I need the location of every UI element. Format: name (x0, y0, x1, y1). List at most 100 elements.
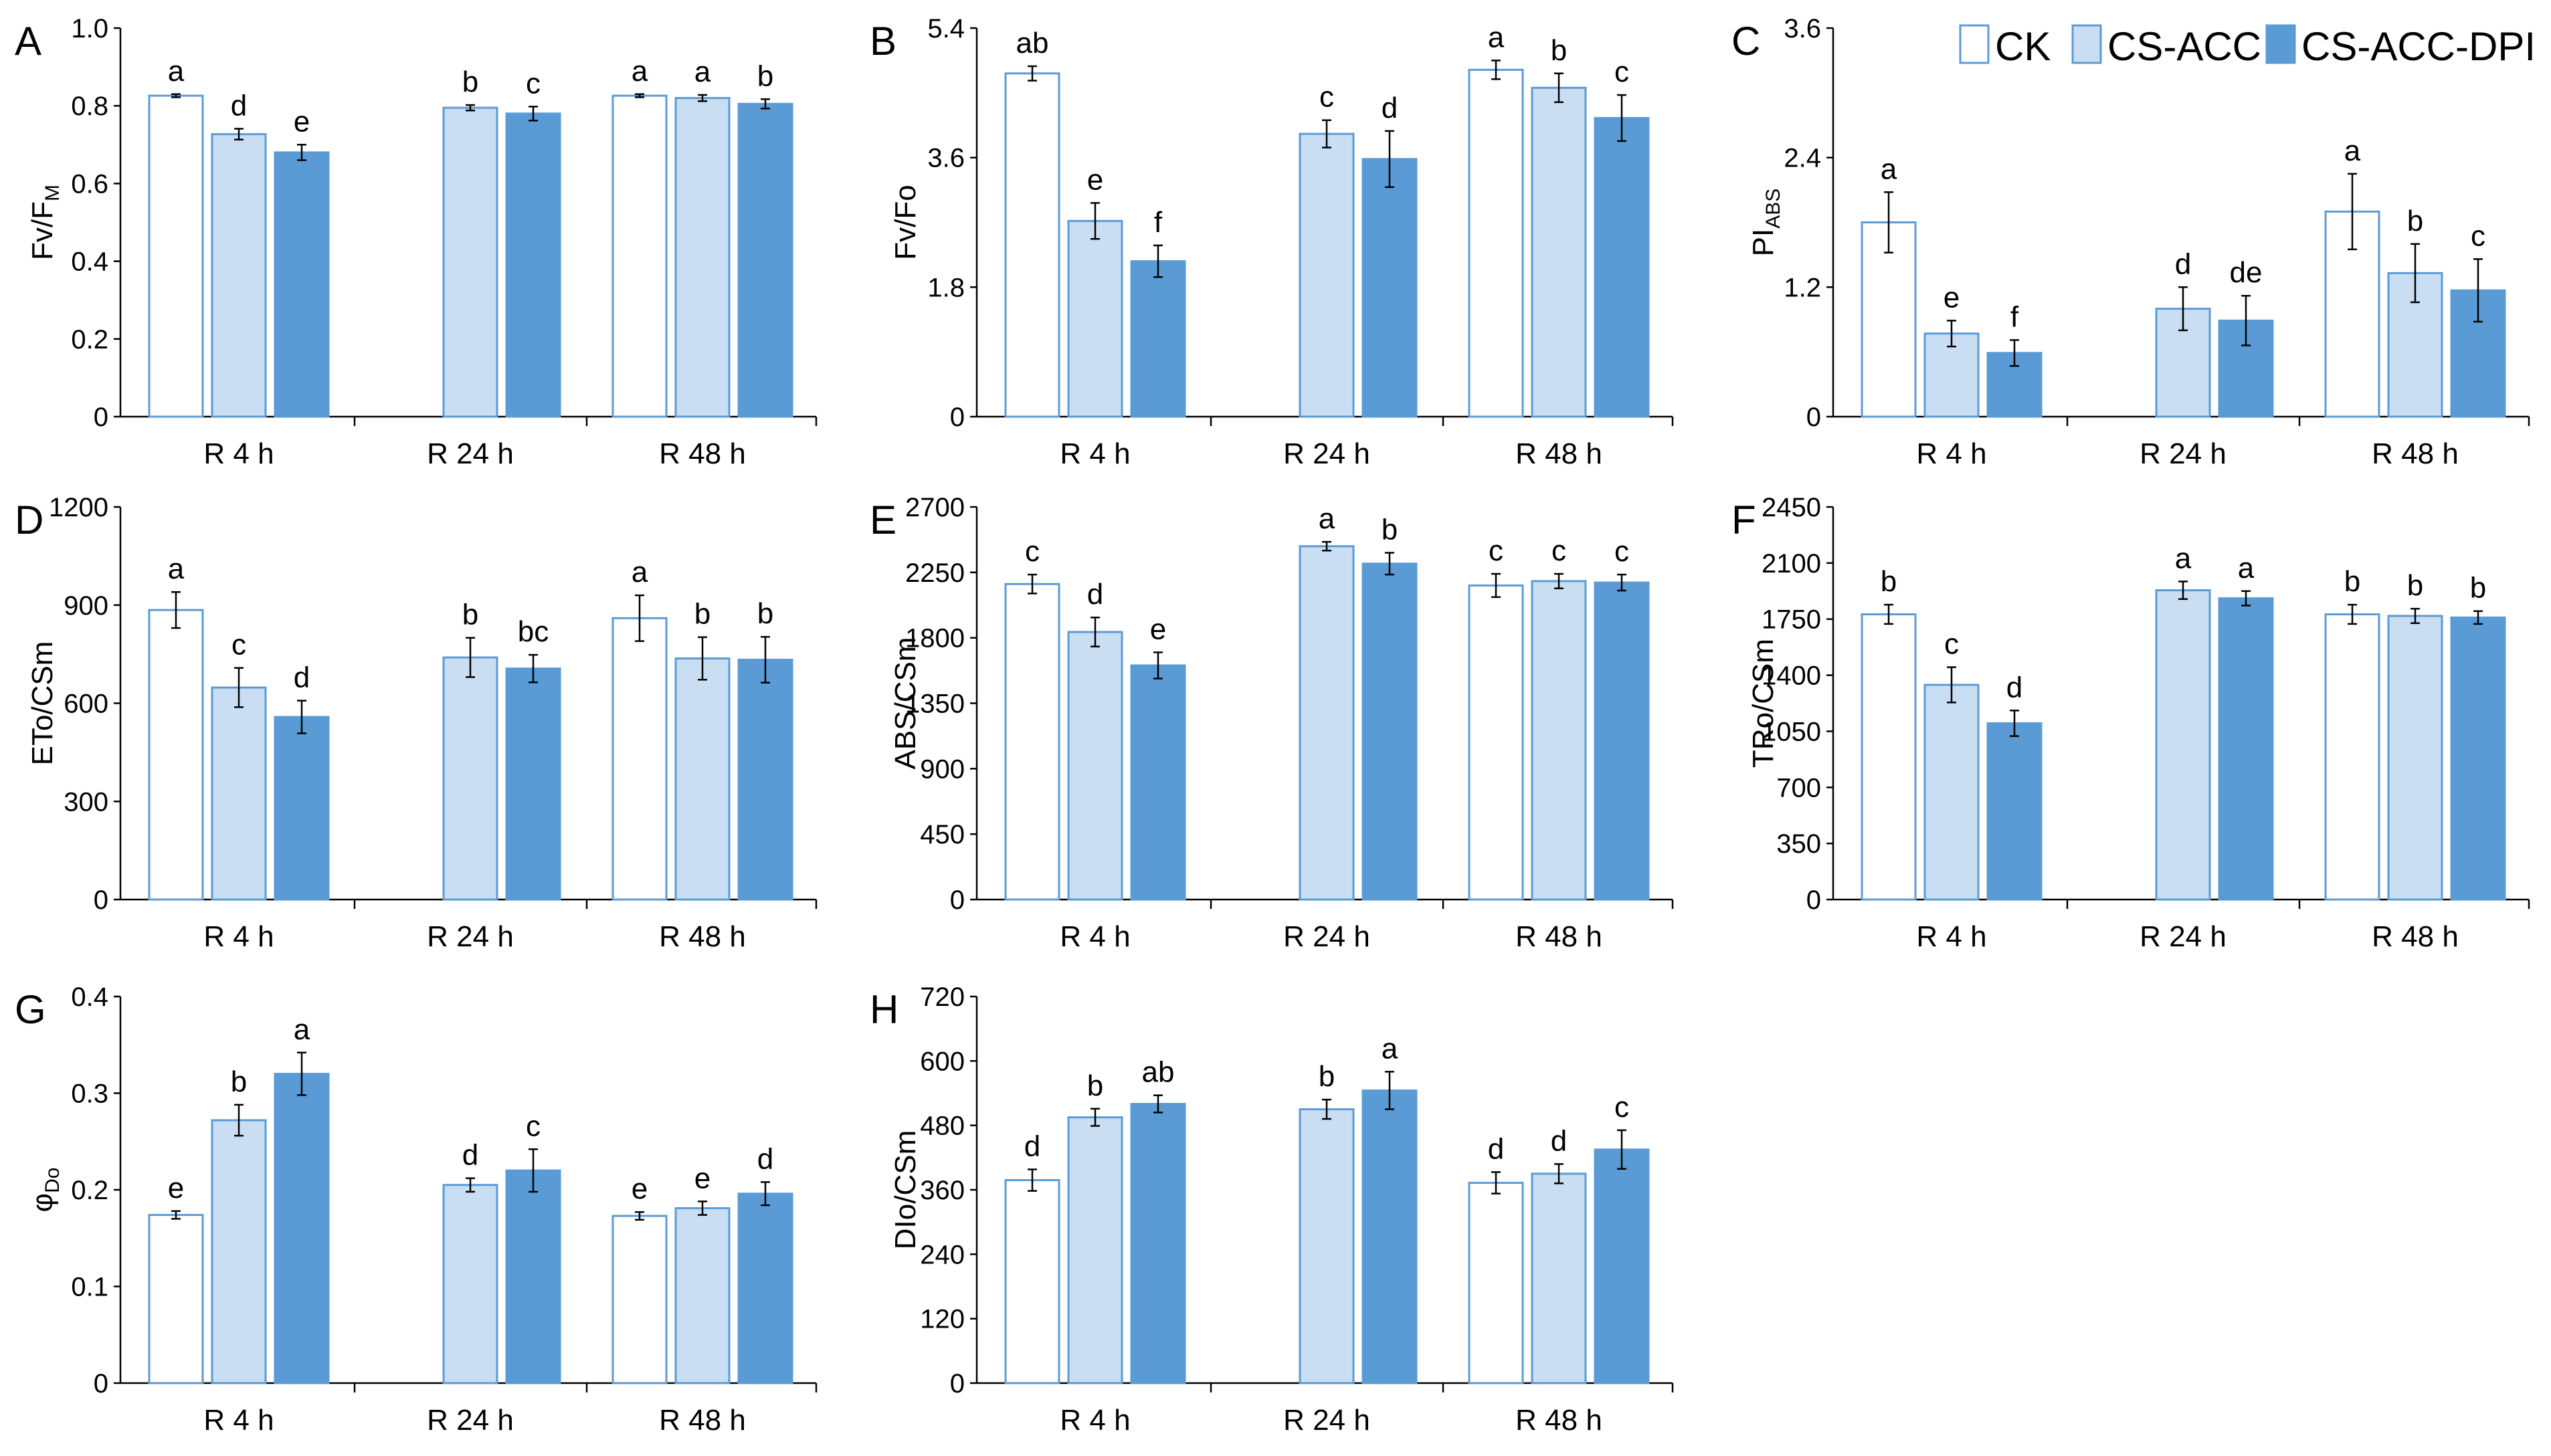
panel-a-y-tick-label: 0 (94, 403, 108, 432)
panel-e-bar-cs-acc-dpi (1361, 562, 1418, 901)
panel-g-error-bar (761, 1181, 770, 1207)
panel-g-bar-cs-acc (211, 1119, 267, 1384)
panel-h-bar-cs-acc (1299, 1108, 1355, 1384)
panel-e-category-label: R 48 h (1515, 920, 1602, 953)
panel-h-error-bar (1322, 1098, 1331, 1120)
panel-f-y-tick-label: 0 (1806, 886, 1821, 915)
panel-d-y-axis-title: ETo/CSm (26, 641, 59, 766)
panel-f-letter: F (1731, 498, 1756, 542)
panel-e-y-tick-label: 900 (920, 754, 965, 784)
panel-a-error-bar (297, 144, 306, 161)
panel-g-significance-letter: e (694, 1162, 711, 1194)
panel-b-significance-letter: c (1319, 81, 1334, 114)
panel-b-bar-cs-acc (1299, 132, 1355, 418)
panel-b-significance-letter: a (1488, 21, 1505, 54)
panel-f-bar-ck (1861, 613, 1917, 901)
panel-g-category-label: R 48 h (659, 1404, 746, 1437)
panel-d-y-tick-label: 1200 (49, 493, 108, 522)
panel-g-significance-letter: d (757, 1142, 773, 1175)
panel-d-significance-letter: b (757, 597, 773, 630)
panel-e-significance-letter: c (1489, 534, 1503, 567)
panel-b-category-label: R 4 h (1060, 437, 1130, 470)
legend-label-cs-acc: CS-ACC (2107, 24, 2261, 69)
panel-b-significance-letter: ab (1016, 27, 1049, 60)
panel-f-error-bar (1884, 603, 1893, 625)
panel-h-y-tick-label: 240 (920, 1240, 965, 1269)
panel-a-error-bar (635, 93, 644, 98)
panel-f-category-label: R 24 h (2140, 920, 2227, 953)
panel-e-bar-ck (1468, 584, 1524, 901)
panel-c-error-bar (2411, 243, 2420, 304)
panel-e-significance-letter: c (1025, 535, 1040, 568)
panel-a-significance-letter: c (526, 67, 541, 100)
panel-g-y-tick-label: 0.3 (71, 1079, 108, 1109)
panel-d-y-tick-label: 900 (64, 591, 108, 621)
panel-b-bar-cs-acc-dpi (1361, 158, 1418, 418)
panel-f-category-label: R 48 h (2372, 920, 2459, 953)
panel-e-error-bar (1385, 552, 1394, 576)
panel-e-y-tick-label: 1350 (905, 690, 965, 719)
panel-e-error-bar (1554, 573, 1564, 589)
panel-a-letter: A (15, 19, 41, 64)
panel-h-bar-ck (1468, 1182, 1524, 1384)
panel-h-y-axis-title: DIo/CSm (889, 1130, 922, 1249)
panel-c-significance-letter: de (2230, 256, 2263, 289)
panel-a-error-bar (466, 104, 475, 112)
panel-b-y-tick-label: 0 (950, 403, 965, 432)
legend: CK CS-ACC CS-ACC-DPI (1959, 24, 2536, 69)
panel-h-significance-letter: b (1319, 1060, 1335, 1093)
panel-d-bar-cs-acc-dpi (737, 658, 793, 901)
panel-e-error-bar (1153, 651, 1163, 680)
panel-d-bar-cs-acc (442, 656, 498, 901)
panel-h-significance-letter: b (1087, 1069, 1103, 1102)
panel-g-error-bar (698, 1201, 707, 1216)
panel-f-y-axis-title: TRo/CSm (1747, 639, 1780, 768)
panel-a-bar-cs-acc-dpi (274, 151, 330, 418)
panel-b-y-tick-label: 5.4 (927, 14, 965, 43)
panel-f-bar-cs-acc (1923, 684, 1980, 901)
panel-d-error-bar (698, 636, 707, 681)
panel-e-error-bar (1322, 540, 1331, 552)
panel-a-significance-letter: b (757, 60, 773, 92)
panel-h-bar-cs-acc-dpi (1361, 1089, 1418, 1384)
panel-b-error-bar (1153, 244, 1163, 278)
panel-e-bar-cs-acc-dpi (1594, 581, 1650, 901)
panel-b-bar-cs-acc-dpi (1130, 260, 1186, 418)
panel-h-significance-letter: d (1488, 1133, 1504, 1166)
panel-b-error-bar (1028, 65, 1037, 82)
panel-f-significance-letter: b (1881, 565, 1897, 598)
panel-f-significance-letter: d (2006, 671, 2022, 704)
panel-c-significance-letter: a (2344, 134, 2361, 167)
panel-a-significance-letter: a (168, 55, 185, 88)
panel-b-significance-letter: f (1154, 206, 1163, 239)
panel-d-category-label: R 48 h (659, 920, 746, 953)
panel-g-y-tick-label: 0 (94, 1369, 108, 1398)
panel-g-category-label: R 24 h (427, 1404, 514, 1437)
panel-h-y-tick-label: 720 (920, 982, 965, 1012)
panel-h-category-label: R 4 h (1060, 1404, 1130, 1437)
panel-f-significance-letter: b (2407, 569, 2423, 602)
panel-c-significance-letter: d (2175, 247, 2191, 280)
panel-g-significance-letter: a (294, 1013, 310, 1046)
panel-a-category-label: R 4 h (203, 437, 274, 470)
panel-c-y-tick-label: 2.4 (1784, 144, 1821, 173)
panel-a-error-bar (171, 93, 181, 98)
panel-e-significance-letter: e (1150, 613, 1166, 645)
panel-e-significance-letter: d (1087, 578, 1103, 611)
panel-h-error-bar (1153, 1094, 1163, 1114)
panel-a-y-tick-label: 0.8 (71, 92, 108, 121)
panel-b-y-tick-label: 3.6 (927, 144, 965, 173)
panel-f-bar-cs-acc-dpi (2218, 597, 2274, 901)
panel-d-y-tick-label: 300 (64, 787, 108, 817)
panel-f-error-bar (2411, 607, 2420, 624)
panel-e-significance-letter: b (1382, 513, 1398, 546)
panel-d-error-bar (297, 700, 306, 734)
panel-e-y-tick-label: 0 (950, 886, 965, 915)
panel-b-category-label: R 24 h (1283, 437, 1370, 470)
panel-h-y-tick-label: 0 (950, 1369, 965, 1398)
panel-d-bar-cs-acc (211, 686, 267, 901)
panel-e-letter: E (870, 498, 896, 542)
panel-f-error-bar (2241, 590, 2251, 607)
panel-d-error-bar (234, 667, 244, 708)
